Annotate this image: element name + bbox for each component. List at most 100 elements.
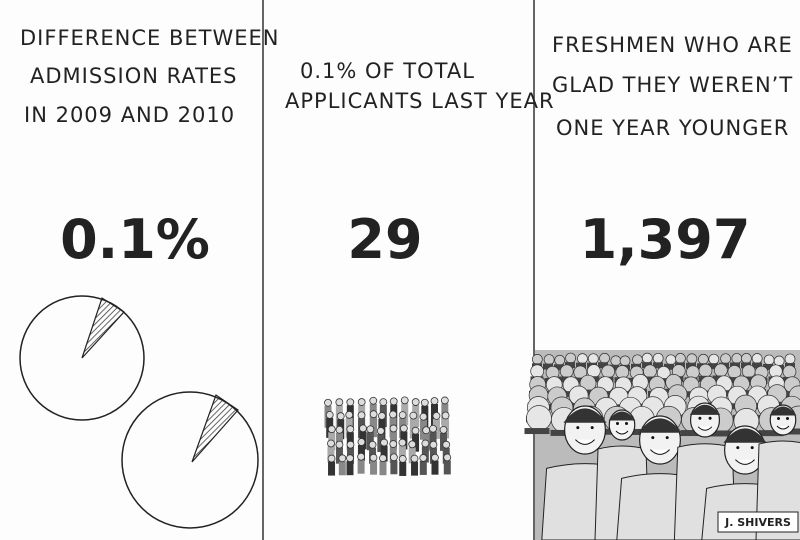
crowd-person	[543, 354, 555, 365]
figure: 29	[347, 208, 422, 271]
crowd-person	[653, 362, 663, 369]
crowd-person	[439, 425, 448, 434]
crowd-person	[410, 454, 419, 463]
crowd-person	[776, 425, 790, 430]
crowd-person	[664, 363, 674, 370]
crowd-person	[390, 453, 398, 462]
caption-line: DIFFERENCE BETWEEN	[20, 26, 279, 50]
crowd-person	[377, 412, 386, 420]
crowd-person	[338, 461, 346, 476]
crowd-person	[641, 352, 653, 364]
crowd-person	[366, 425, 375, 434]
crowd-person	[601, 364, 615, 379]
crowd-person	[726, 377, 740, 384]
crowd-person	[398, 411, 407, 419]
crowd-person	[769, 406, 797, 416]
crowd-person	[369, 410, 378, 419]
crowd-person	[389, 397, 398, 406]
crowd-person	[431, 460, 439, 475]
crowd-person	[443, 460, 451, 475]
figure: 0.1%	[60, 208, 210, 271]
crowd-person	[338, 454, 347, 463]
crowd-person	[376, 427, 385, 435]
crowd-person	[430, 397, 439, 405]
crowd-person	[665, 354, 677, 366]
crowd-person	[370, 417, 378, 438]
crowd-person	[346, 440, 355, 449]
crowd-person	[642, 362, 652, 369]
crowd-person	[431, 453, 439, 462]
crowd-person	[409, 411, 418, 420]
caption-line: FRESHMEN WHO ARE	[552, 33, 793, 57]
crowd-person	[380, 445, 388, 462]
crowd-person	[587, 353, 599, 365]
crowd-person	[698, 416, 702, 420]
crowd-person	[327, 446, 335, 463]
crowd-person	[610, 355, 622, 367]
crowd-person	[675, 353, 686, 364]
crowd-person	[565, 362, 575, 369]
crowd-person	[735, 459, 755, 465]
crowd-person	[432, 412, 441, 420]
crowd-person	[327, 454, 336, 463]
signature: J. SHIVERS	[724, 516, 791, 529]
crowd-person	[441, 411, 450, 420]
crowd-person	[335, 440, 344, 449]
crowd-person	[577, 353, 588, 364]
crowd-person	[389, 440, 398, 448]
crowd-person	[782, 364, 797, 379]
crowd-person	[370, 460, 378, 475]
crowd-person	[419, 454, 428, 462]
crowd-person	[429, 431, 437, 450]
crowd-person	[324, 398, 332, 407]
crowd-person	[708, 363, 718, 370]
crowd-person	[554, 364, 564, 371]
crowd-person	[638, 418, 682, 433]
crowd-person	[368, 440, 377, 449]
crowd-person	[346, 461, 354, 476]
figure: 1,397	[580, 208, 751, 271]
crowd-person	[440, 432, 448, 451]
crowd-person	[389, 410, 397, 419]
crowd-person	[619, 355, 631, 367]
crowd-person	[429, 440, 438, 449]
crowd-person	[357, 452, 365, 461]
crowd-person	[357, 438, 366, 446]
crowd-person	[421, 439, 430, 448]
crowd-person	[698, 363, 713, 378]
crowd-person	[599, 352, 610, 364]
crowd-person	[429, 424, 437, 433]
crowd-person	[741, 353, 752, 364]
crowd-person	[346, 398, 355, 407]
crowd-person	[750, 446, 754, 450]
crowd-person	[419, 460, 427, 475]
crowd-person	[345, 410, 354, 419]
crowd-person	[411, 426, 420, 435]
crowd-person	[366, 432, 374, 451]
crowd-person	[608, 411, 636, 421]
crowd-person	[731, 353, 743, 364]
crowd-person	[752, 362, 762, 369]
crowd-person	[720, 353, 731, 365]
crowd-person	[421, 446, 429, 463]
caption-line: 0.1% OF TOTAL	[300, 59, 475, 83]
crowd-person	[697, 353, 709, 365]
crowd-person	[565, 352, 576, 364]
crowd-person	[327, 425, 336, 434]
crowd-person	[642, 376, 656, 383]
crowd-person	[763, 363, 773, 370]
crowd-person	[357, 398, 366, 406]
caption-line: ONE YEAR YOUNGER	[556, 116, 789, 140]
crowd-person	[359, 424, 367, 433]
crowd-person	[723, 428, 767, 443]
crowd-person	[398, 445, 406, 462]
crowd-person	[530, 364, 545, 379]
crowd-person	[408, 447, 416, 464]
crowd-person	[686, 353, 698, 365]
crowd-person	[443, 453, 452, 462]
crowd-person	[777, 417, 780, 420]
crowd-person	[419, 412, 428, 421]
crowd-person	[590, 426, 594, 430]
crowd-person	[609, 364, 619, 371]
